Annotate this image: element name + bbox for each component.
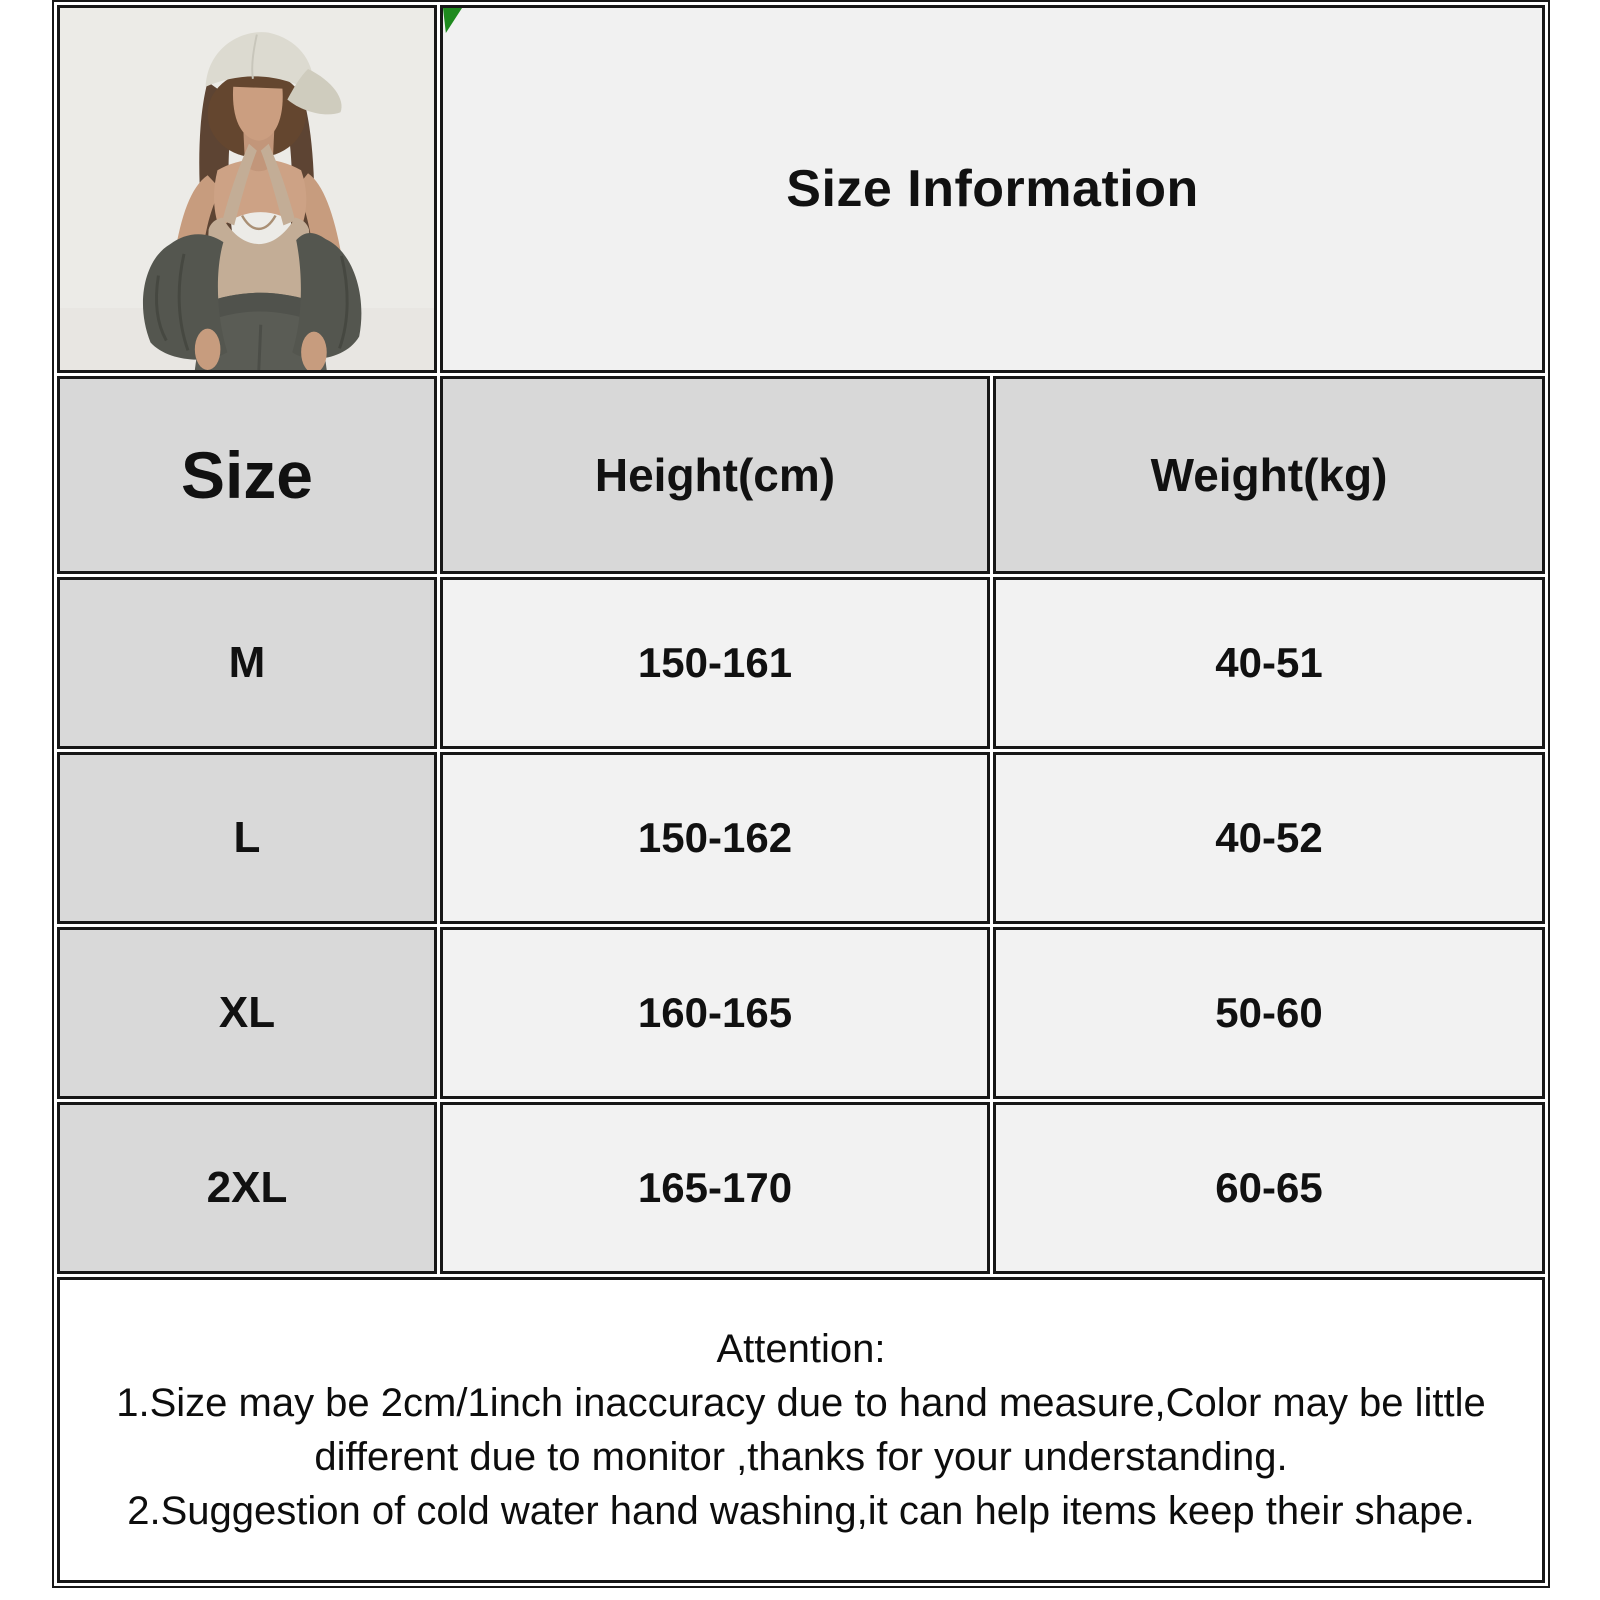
column-header-size: Size xyxy=(57,376,437,574)
table-row-m: M 150-161 40-51 xyxy=(57,577,1546,749)
height-value: 150-162 xyxy=(440,752,990,924)
table-row-xl: XL 160-165 50-60 xyxy=(57,927,1546,1099)
height-value: 150-161 xyxy=(440,577,990,749)
title-cell: Size Information xyxy=(440,5,1546,373)
column-header-weight: Weight(kg) xyxy=(993,376,1546,574)
page-title: Size Information xyxy=(786,160,1199,218)
table-row-2xl: 2XL 165-170 60-65 xyxy=(57,1102,1546,1274)
attention-line-3: 2.Suggestion of cold water hand washing,… xyxy=(127,1489,1475,1533)
title-row: Size Information xyxy=(57,5,1546,373)
weight-value: 60-65 xyxy=(993,1102,1546,1274)
size-label: L xyxy=(57,752,437,924)
attention-line-2: different due to monitor ,thanks for you… xyxy=(314,1435,1288,1479)
attention-note: Attention: 1.Size may be 2cm/1inch inacc… xyxy=(57,1277,1546,1583)
size-information-table: Size Information Size Height(cm) Weight(… xyxy=(52,0,1551,1588)
green-corner-marker-icon xyxy=(443,8,462,33)
size-label: 2XL xyxy=(57,1102,437,1274)
attention-heading: Attention: xyxy=(716,1327,886,1371)
product-photo xyxy=(60,8,434,370)
weight-value: 50-60 xyxy=(993,927,1546,1099)
table-header-row: Size Height(cm) Weight(kg) xyxy=(57,376,1546,574)
attention-row: Attention: 1.Size may be 2cm/1inch inacc… xyxy=(57,1277,1546,1583)
size-label: XL xyxy=(57,927,437,1099)
height-value: 165-170 xyxy=(440,1102,990,1274)
product-photo-cell xyxy=(57,5,437,373)
attention-line-1: 1.Size may be 2cm/1inch inaccuracy due t… xyxy=(116,1381,1486,1425)
height-value: 160-165 xyxy=(440,927,990,1099)
model-illustration xyxy=(142,32,362,370)
size-label: M xyxy=(57,577,437,749)
weight-value: 40-52 xyxy=(993,752,1546,924)
table-row-l: L 150-162 40-52 xyxy=(57,752,1546,924)
column-header-height: Height(cm) xyxy=(440,376,990,574)
weight-value: 40-51 xyxy=(993,577,1546,749)
